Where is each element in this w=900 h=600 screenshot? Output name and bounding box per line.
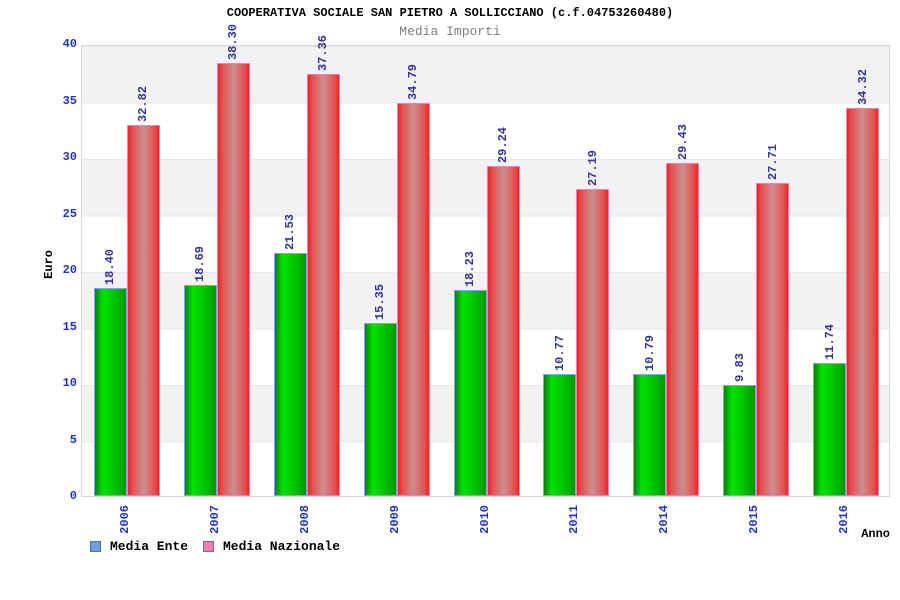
plot-area: 18.40 32.82 18.69 38.30 21.53 37.36 15.35 34.79… (81, 24, 890, 497)
y-tick-label: 35 (62, 93, 77, 108)
bar-media-ente-2015[interactable] (723, 385, 757, 496)
y-tick-label: 30 (62, 150, 77, 164)
bar-value-label: 18.40 (103, 248, 118, 285)
bar-media-nazionale-2009[interactable] (396, 103, 430, 496)
y-tick-label: 0 (69, 489, 77, 503)
bar-media-ente-2007[interactable] (183, 285, 217, 496)
x-tick-label-2015: 2015 (747, 505, 762, 534)
bar-value-label: 18.23 (463, 250, 477, 287)
y-tick-label: 25 (62, 206, 77, 221)
bar-media-nazionale-2016[interactable] (846, 108, 880, 496)
bar-value-label: 21.53 (283, 213, 298, 250)
legend-swatch-icon (203, 541, 214, 552)
bar-value-label: 18.69 (193, 245, 208, 282)
bar-value-label: 27.71 (765, 143, 780, 180)
x-tick-label-2016: 2016 (837, 505, 852, 534)
bar-value-label: 32.82 (136, 85, 151, 122)
bar-value-label: 34.79 (406, 63, 421, 100)
x-axis-title: Anno (861, 527, 890, 541)
bar-media-ente-2006[interactable] (93, 288, 127, 496)
bar-media-nazionale-2008[interactable] (306, 74, 340, 496)
bar-media-ente-2011[interactable] (543, 374, 577, 496)
bar-media-nazionale-2010[interactable] (486, 166, 520, 496)
bar-media-ente-2014[interactable] (633, 374, 667, 496)
bar-value-label: 38.30 (226, 23, 241, 60)
chart-subtitle: Media Importi (399, 24, 501, 39)
x-tick-label-2010: 2010 (477, 505, 492, 534)
bar-value-label: 11.74 (822, 323, 837, 360)
bar-media-ente-2009[interactable] (363, 323, 397, 496)
bar-value-label: 34.32 (855, 68, 870, 105)
chart-title: COOPERATIVA SOCIALE SAN PIETRO A SOLLICC… (226, 6, 674, 20)
bar-value-label: 10.77 (552, 334, 567, 371)
x-tick-label-2007: 2007 (207, 505, 222, 534)
y-tick-label: 20 (62, 263, 77, 277)
bar-value-label: 37.36 (316, 34, 331, 71)
y-tick-label: 10 (62, 376, 77, 390)
x-tick-label-2006: 2006 (117, 505, 132, 534)
bar-media-nazionale-2011[interactable] (576, 189, 610, 496)
bar-value-label: 29.24 (496, 126, 510, 163)
y-tick-label: 40 (62, 37, 77, 51)
bar-media-nazionale-2014[interactable] (666, 163, 700, 496)
y-tick-label: 5 (69, 432, 77, 447)
bar-media-nazionale-2006[interactable] (126, 125, 160, 496)
bar-value-label: 10.79 (642, 334, 657, 371)
legend: Media Ente Media Nazionale (0, 538, 900, 558)
bar-value-label: 27.19 (585, 149, 600, 186)
bar-value-label: 29.43 (675, 123, 690, 160)
legend-item-label: Media Nazionale (223, 539, 341, 554)
x-tick-label-2011: 2011 (567, 505, 582, 534)
bar-media-ente-2010[interactable] (453, 290, 487, 496)
x-tick-label-2008: 2008 (297, 505, 312, 534)
bar-media-nazionale-2015[interactable] (756, 183, 790, 496)
bar-value-label: 9.83 (732, 353, 747, 382)
bar-value-label: 15.35 (373, 283, 388, 320)
bar-media-ente-2016[interactable] (813, 363, 847, 496)
x-tick-label-2014: 2014 (657, 505, 672, 534)
x-tick-label-2009: 2009 (387, 505, 402, 534)
legend-swatch-icon (90, 541, 101, 552)
y-tick-label: 15 (62, 319, 77, 334)
legend-item-label: Media Ente (110, 539, 189, 554)
bar-media-nazionale-2007[interactable] (216, 63, 250, 496)
bar-media-ente-2008[interactable] (273, 253, 307, 496)
